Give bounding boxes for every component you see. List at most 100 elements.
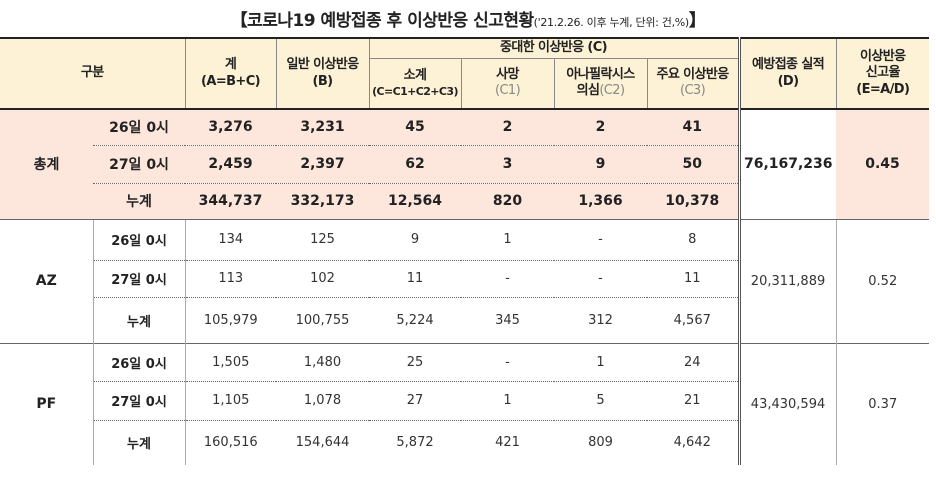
cell-subtotal: 5,224 — [369, 296, 462, 343]
cell-subtotal: 5,872 — [369, 419, 462, 465]
header-anaphylaxis-label: 아나필락시스 — [566, 67, 635, 82]
header-anaphylaxis-code: (C2) — [599, 83, 625, 99]
header-category: 구분 — [0, 37, 186, 109]
header-subtotal-label: 소계 — [403, 68, 427, 84]
cell-anaphylaxis: 1 — [554, 342, 648, 381]
cell-death: 1 — [461, 380, 555, 420]
header-subtotal: 소계 (C=C1+C2+C3) — [368, 57, 462, 109]
cell-general: 125 — [276, 218, 370, 260]
row-label: 26일 0시 — [92, 218, 186, 260]
cell-total: 344,737 — [185, 182, 277, 219]
header-major-code: (C3) — [679, 83, 706, 99]
cell-death: 2 — [461, 108, 555, 145]
cell-general: 3,231 — [276, 108, 370, 145]
cell-anaphylaxis: 809 — [554, 419, 648, 465]
cell-total: 134 — [184, 218, 277, 260]
cell-general: 332,173 — [276, 182, 370, 219]
cell-anaphylaxis: 312 — [554, 296, 648, 343]
header-general-label: 일반 이상반응 — [286, 57, 359, 73]
table-row: PF 26일 0시 1,505 1,480 25 - 1 24 43,430,5… — [0, 342, 930, 465]
group-label-total: 총계 — [0, 108, 93, 219]
cell-total: 160,516 — [184, 419, 277, 465]
header-death: 사망 (C1) — [460, 57, 555, 109]
header-general: 일반 이상반응 (B) — [275, 37, 370, 109]
header-death-label: 사망 — [496, 67, 519, 82]
cell-subtotal: 9 — [369, 218, 462, 260]
row-label: 27일 0시 — [93, 144, 186, 183]
row-label: 누계 — [92, 419, 186, 465]
cell-vaccinations: 43,430,594 — [737, 342, 837, 465]
table-row: 누계 160,516 154,644 5,872 421 809 4,642 — [0, 419, 929, 465]
cell-death: - — [461, 259, 555, 297]
title-main: 【코로나19 예방접종 후 이상반응 신고현황 — [230, 11, 535, 31]
cell-anaphylaxis: - — [554, 218, 648, 260]
group-label-az: AZ — [0, 218, 93, 343]
cell-total: 1,105 — [184, 380, 277, 420]
cell-vaccinations: 20,311,889 — [737, 218, 837, 343]
cell-major: 4,642 — [647, 419, 740, 465]
cell-general: 1,078 — [276, 380, 370, 420]
cell-rate: 0.52 — [835, 218, 930, 343]
header-vaccinations-code: (D) — [777, 73, 799, 89]
cell-subtotal: 45 — [369, 108, 462, 145]
group-label-pf: PF — [0, 342, 93, 465]
header-rate-formula: (E=A/D) — [856, 81, 910, 97]
cell-major: 41 — [647, 108, 740, 145]
row-label: 누계 — [93, 182, 186, 219]
table-title: 【코로나19 예방접종 후 이상반응 신고현황('21.2.26. 이후 누계,… — [0, 6, 936, 31]
cell-vaccinations: 76,167,236 — [737, 108, 837, 219]
cell-major: 24 — [647, 342, 740, 381]
cell-rate: 0.37 — [835, 342, 930, 465]
row-label: 27일 0시 — [92, 380, 186, 420]
cell-anaphylaxis: 5 — [554, 380, 648, 420]
header-total-formula: (A=B+C) — [201, 73, 261, 89]
header-row: 구분 계 (A=B+C) 일반 이상반응 (B) 중대한 이상반응 (C) 예방접종… — [0, 37, 930, 109]
header-major: 주요 이상반응 (C3) — [646, 57, 740, 109]
cell-death: - — [461, 342, 555, 381]
header-vaccinations: 예방접종 실적 (D) — [737, 37, 837, 109]
header-general-code: (B) — [312, 73, 334, 89]
header-rate-label: 이상반응 — [860, 49, 906, 65]
cell-major: 8 — [647, 218, 740, 260]
table-row: 27일 0시 2,459 2,397 62 3 9 50 — [0, 144, 929, 183]
cell-general: 1,480 — [276, 342, 370, 381]
cell-general: 100,755 — [276, 296, 370, 343]
table-row: 총계 26일 0시 3,276 3,231 45 2 2 41 76,167,2… — [0, 108, 930, 219]
table-row: 27일 0시 1,105 1,078 27 1 5 21 — [0, 380, 929, 420]
header-anaphylaxis: 아나필락시스 의심(C2) — [553, 57, 648, 109]
cell-major: 4,567 — [647, 296, 740, 343]
header-subrow: 소계 (C=C1+C2+C3) 사망 (C1) 아나필락시스 의심(C2) 주요 이상… — [0, 57, 929, 109]
adverse-reaction-table: 구분 계 (A=B+C) 일반 이상반응 (B) 중대한 이상반응 (C) 예방접종… — [0, 37, 930, 465]
header-death-code: (C1) — [494, 83, 521, 99]
header-total-label: 계 — [224, 57, 237, 73]
cell-anaphylaxis: 9 — [554, 144, 648, 183]
cell-death: 1 — [461, 218, 555, 260]
cell-subtotal: 27 — [369, 380, 462, 420]
row-label: 26일 0시 — [92, 342, 186, 381]
cell-subtotal: 62 — [369, 144, 462, 183]
cell-rate: 0.45 — [836, 108, 930, 219]
table-row: AZ 26일 0시 134 125 9 1 - 8 20,311,889 0.5… — [0, 218, 930, 343]
cell-total: 105,979 — [184, 296, 277, 343]
cell-general: 2,397 — [276, 144, 370, 183]
cell-subtotal: 11 — [369, 259, 462, 297]
row-label: 누계 — [92, 296, 186, 343]
cell-death: 3 — [461, 144, 555, 183]
header-subtotal-formula: (C=C1+C2+C3) — [372, 84, 458, 98]
cell-general: 154,644 — [276, 419, 370, 465]
header-rate-label-2: 신고율 — [865, 65, 901, 81]
row-label: 27일 0시 — [92, 259, 186, 297]
table-row: 누계 105,979 100,755 5,224 345 312 4,567 — [0, 296, 929, 343]
cell-anaphylaxis: 1,366 — [554, 182, 648, 219]
header-major-label: 주요 이상반응 — [656, 67, 729, 82]
table-row: 누계 344,737 332,173 12,564 820 1,366 10,3… — [0, 182, 929, 219]
cell-major: 10,378 — [647, 182, 740, 219]
cell-death: 820 — [461, 182, 555, 219]
cell-major: 21 — [647, 380, 740, 420]
title-close-bracket: 】 — [688, 11, 706, 31]
cell-subtotal: 25 — [369, 342, 462, 381]
cell-anaphylaxis: 2 — [554, 108, 648, 145]
cell-total: 3,276 — [185, 108, 277, 145]
cell-total: 113 — [184, 259, 277, 297]
table-row: 27일 0시 113 102 11 - - 11 — [0, 259, 929, 297]
